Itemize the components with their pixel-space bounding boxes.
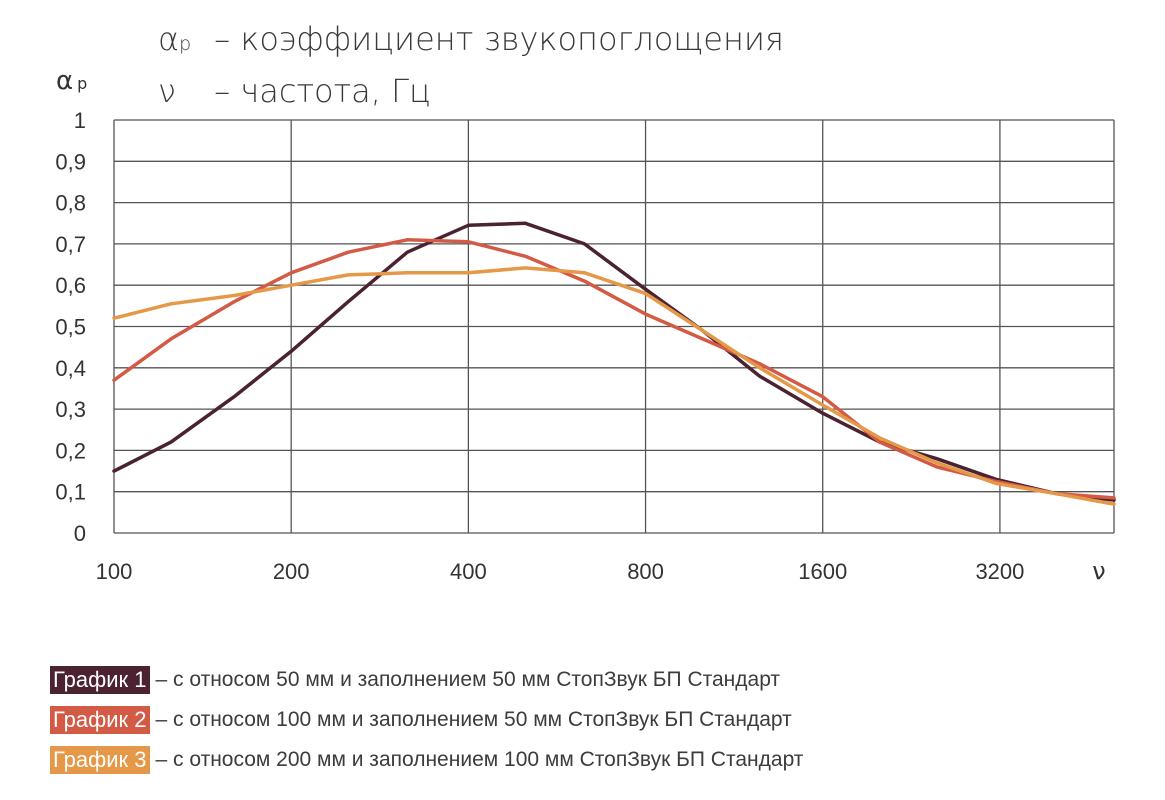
legend-item-3: График 3 – с относом 200 мм и заполнение… bbox=[50, 740, 803, 780]
chart-title-line-2: ν – частота, Гц bbox=[158, 72, 431, 110]
series-layer bbox=[112, 221, 1116, 506]
legend-swatch-1: График 1 bbox=[50, 666, 150, 694]
legend-text-3: – с относом 200 мм и заполнением 100 мм … bbox=[155, 748, 804, 771]
x-tick-label: 3200 bbox=[975, 559, 1024, 584]
y-tick-label: 0,7 bbox=[55, 232, 86, 257]
y-tick-label: 1 bbox=[74, 108, 86, 133]
legend-text-1: – с относом 50 мм и заполнением 50 мм Ст… bbox=[155, 668, 781, 691]
y-tick-label: 0,3 bbox=[55, 397, 86, 422]
title-line-2-text: – частота, Гц bbox=[214, 72, 431, 110]
nu-symbol: ν bbox=[158, 72, 176, 110]
alpha-symbol: αр bbox=[158, 20, 192, 58]
y-tick-label: 0 bbox=[74, 521, 86, 546]
x-tick-label: 1600 bbox=[798, 559, 847, 584]
x-axis-symbol: ν bbox=[1092, 557, 1105, 585]
x-tick-label: 100 bbox=[96, 559, 133, 584]
legend-item-2: График 2 – с относом 100 мм и заполнение… bbox=[50, 700, 803, 740]
series-line-3 bbox=[112, 266, 1116, 506]
y-tick-label: 0,4 bbox=[55, 356, 86, 381]
legend-text-2: – с относом 100 мм и заполнением 50 мм С… bbox=[155, 708, 792, 731]
series-line-2 bbox=[112, 238, 1116, 500]
x-tick-label: 400 bbox=[450, 559, 487, 584]
y-tick-label: 0,9 bbox=[55, 149, 86, 174]
line-chart: 0 0,1 0,2 0,3 0,4 0,5 0,6 0,7 0,8 0,9 1 100 200 400 80… bbox=[55, 108, 1116, 585]
y-tick-label: 0,5 bbox=[55, 315, 86, 340]
title-line-1-text: – коэффициент звукопоглощения bbox=[214, 20, 784, 58]
tick-labels-layer: 0 0,1 0,2 0,3 0,4 0,5 0,6 0,7 0,8 0,9 1 100 200 400 80… bbox=[55, 108, 1024, 584]
y-tick-label: 0,1 bbox=[55, 480, 86, 505]
legend-swatch-3: График 3 bbox=[50, 746, 150, 774]
y-tick-label: 0,8 bbox=[55, 191, 86, 216]
y-tick-label: 0,2 bbox=[55, 438, 86, 463]
legend-swatch-2: График 2 bbox=[50, 706, 150, 734]
chart-title-line-1: αр – коэффициент звукопоглощения bbox=[158, 20, 784, 58]
legend: График 1 – с относом 50 мм и заполнением… bbox=[50, 660, 803, 780]
x-tick-label: 800 bbox=[627, 559, 664, 584]
y-tick-label: 0,6 bbox=[55, 273, 86, 298]
series-line-1 bbox=[112, 221, 1116, 502]
legend-item-1: График 1 – с относом 50 мм и заполнением… bbox=[50, 660, 803, 700]
x-tick-label: 200 bbox=[273, 559, 310, 584]
grid-layer bbox=[113, 119, 1115, 534]
